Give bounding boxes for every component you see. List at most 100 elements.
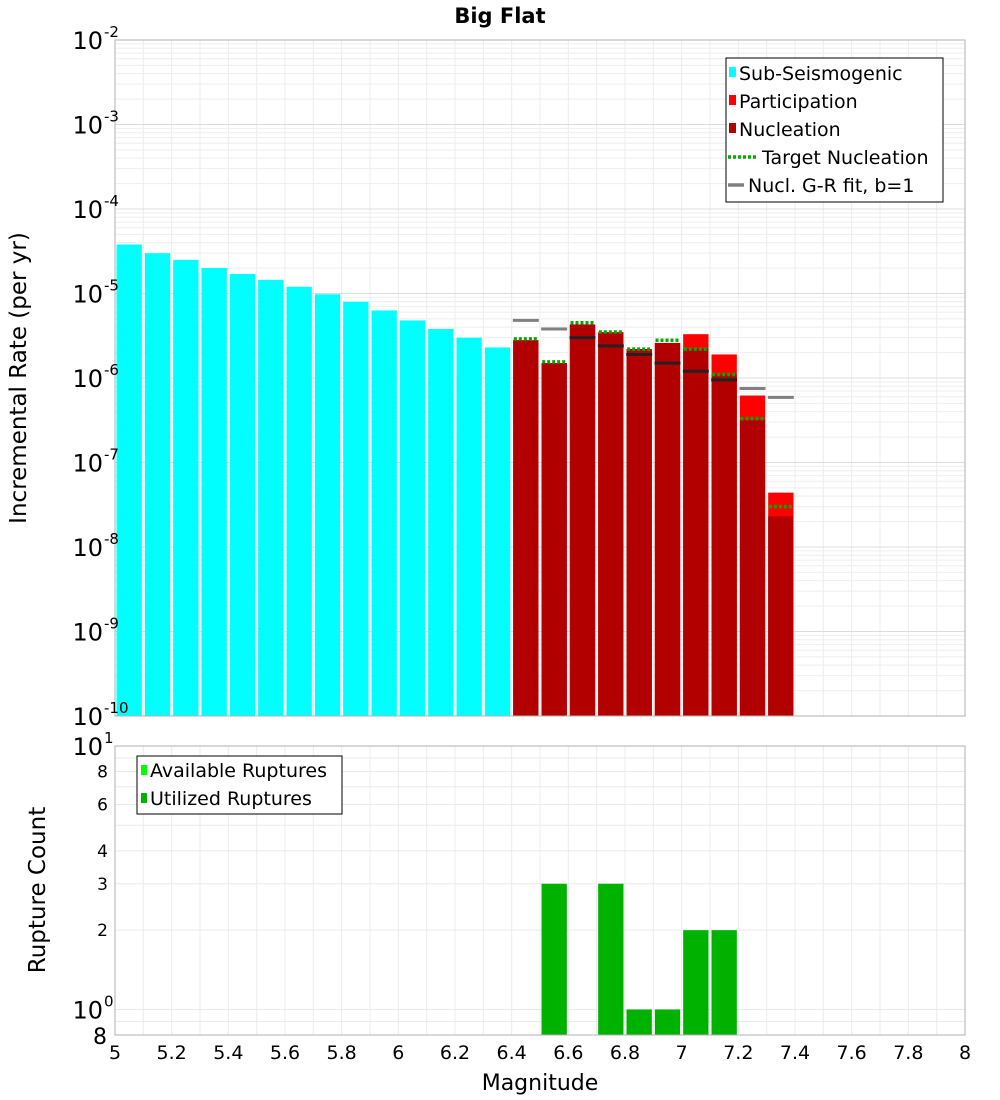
sub-seismogenic-bar (201, 268, 227, 716)
sub-seismogenic-bar (399, 320, 426, 716)
nucleation-bar (513, 340, 539, 716)
legend-label-nucleation: Nucleation (739, 119, 841, 141)
bottom-bars (541, 883, 737, 1035)
x-tick-label: 5.8 (327, 1042, 357, 1064)
utilized-ruptures-bar (541, 883, 567, 1035)
utilized-ruptures-bar (598, 883, 624, 1035)
top-y-tick-exponent: -6 (104, 361, 119, 379)
sub-seismogenic-bar (116, 244, 142, 716)
top-legend-box (725, 57, 944, 203)
nucleation-bar (598, 333, 624, 716)
bottom-legend: Available Ruptures Utilized Ruptures (136, 755, 343, 815)
bottom-y-tick-label: 8 (97, 763, 108, 783)
top-y-tick-exponent: -8 (104, 530, 119, 548)
x-tick-label: 7 (676, 1042, 688, 1064)
legend-label-utilized: Utilized Ruptures (150, 788, 312, 810)
bottom-y-major-tick-exponent: 0 (104, 992, 114, 1010)
x-axis-label: Magnitude (482, 1071, 599, 1096)
sub-seismogenic-bar (343, 301, 369, 716)
nucleation-bar (739, 419, 766, 716)
bottom-y-axis-label: Rupture Count (25, 807, 51, 973)
legend-label-gr-fit: Nucl. G-R fit, b=1 (748, 175, 914, 197)
legend-swatch-participation (729, 95, 736, 105)
utilized-ruptures-bar (711, 930, 737, 1035)
legend-swatch-sub-seismogenic (729, 67, 736, 77)
nucleation-bar (626, 349, 652, 716)
x-tick-label: 6 (392, 1042, 404, 1064)
top-y-tick-exponent: -7 (104, 446, 119, 464)
legend-label-available: Available Ruptures (150, 760, 327, 782)
sub-seismogenic-bar (173, 259, 199, 716)
top-y-tick-label: 10 (72, 27, 103, 55)
bottom-y-major-tick-label: 10 (72, 733, 103, 761)
top-grid (115, 40, 966, 717)
sub-seismogenic-bar (144, 253, 171, 716)
x-tick-label: 7.6 (837, 1042, 867, 1064)
bottom-legend-box (136, 755, 343, 815)
bottom-y-bottom-label: 8 (93, 1025, 107, 1050)
sub-seismogenic-bar (484, 347, 511, 716)
bottom-y-tick-label: 2 (97, 921, 108, 941)
top-y-tick-exponent: -2 (104, 23, 119, 41)
legend-swatch-available (141, 765, 147, 775)
bottom-plot-border (114, 745, 966, 1036)
top-y-tick-label: 10 (72, 450, 103, 478)
x-tick-label: 7.8 (893, 1042, 923, 1064)
sub-seismogenic-bar (428, 329, 454, 716)
legend-label-target-nucleation: Target Nucleation (761, 147, 929, 169)
bottom-y-tick-label: 3 (97, 875, 108, 895)
utilized-ruptures-bar (626, 1009, 652, 1035)
nucleation-bar (768, 516, 794, 716)
top-y-tick-label: 10 (72, 534, 103, 562)
x-tick-label: 7.2 (723, 1042, 753, 1064)
legend-swatch-utilized (141, 793, 147, 803)
x-tick-label: 5.6 (270, 1042, 300, 1064)
nucleation-bar (654, 342, 681, 716)
x-tick-label: 8 (959, 1042, 971, 1064)
x-tick-label: 5 (109, 1042, 121, 1064)
top-bars (116, 244, 794, 716)
top-y-tick-exponent: -5 (104, 277, 119, 295)
chart-title: Big Flat (454, 4, 545, 28)
bottom-y-major-tick-label: 10 (72, 996, 103, 1024)
x-tick-label: 5.4 (213, 1042, 243, 1064)
top-y-axis-label: Incremental Rate (per yr) (6, 232, 32, 524)
nucleation-bar (683, 349, 709, 716)
nucleation-bar (569, 324, 596, 716)
legend-label-participation: Participation (739, 91, 858, 113)
sub-seismogenic-bar (286, 286, 312, 716)
top-y-tick-label: 10 (72, 365, 103, 393)
top-y-tick-label: 10 (72, 112, 103, 140)
sub-seismogenic-bar (229, 274, 256, 716)
x-tick-label: 6.2 (440, 1042, 470, 1064)
x-tick-label: 5.2 (157, 1042, 187, 1064)
bottom-y-tick-label: 6 (97, 795, 108, 815)
bottom-grid (115, 746, 966, 1035)
x-tick-label: 6.4 (497, 1042, 527, 1064)
top-y-tick-label: 10 (72, 196, 103, 224)
top-y-tick-exponent: -4 (104, 192, 119, 210)
bottom-y-major-tick-exponent: 1 (104, 729, 114, 747)
x-tick-label: 6.6 (553, 1042, 583, 1064)
sub-seismogenic-bar (456, 337, 482, 716)
legend-swatch-nucleation (729, 123, 736, 133)
top-y-tick-exponent: -3 (104, 108, 119, 126)
utilized-ruptures-bar (683, 930, 709, 1035)
x-tick-label: 7.4 (780, 1042, 810, 1064)
top-y-tick-exponent: -10 (104, 699, 129, 717)
sub-seismogenic-bar (371, 310, 397, 716)
bottom-x-ticks: 5 5.2 5.4 5.6 5.8 6 6.2 6.4 6.6 6.8 7 7.2 7.4 7.6 7.8 8 (109, 1042, 971, 1064)
utilized-ruptures-bar (654, 1009, 681, 1035)
sub-seismogenic-bar (314, 294, 341, 716)
top-y-tick-label: 10 (72, 281, 103, 309)
legend-label-sub-seismogenic: Sub-Seismogenic (739, 63, 903, 85)
top-y-tick-label: 10 (72, 619, 103, 647)
top-plot-border (114, 39, 966, 717)
x-tick-label: 6.8 (610, 1042, 640, 1064)
nucleation-bar (541, 363, 567, 716)
nucleation-bar (711, 374, 737, 716)
